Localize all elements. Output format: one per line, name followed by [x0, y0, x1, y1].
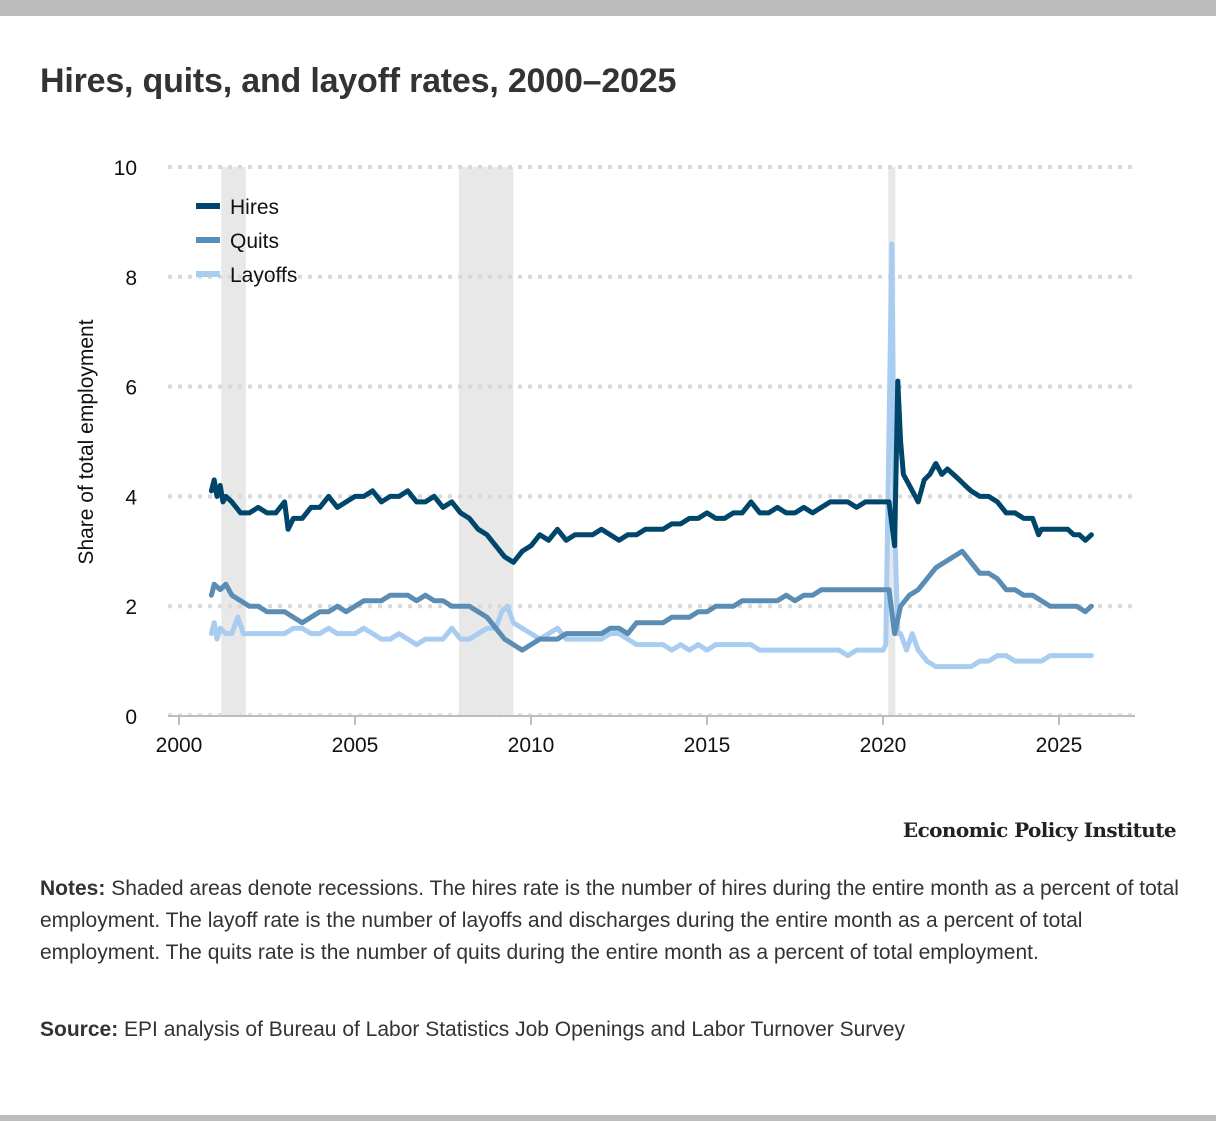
- x-tick-label: 2015: [684, 734, 731, 757]
- source: Source: EPI analysis of Bureau of Labor …: [40, 1014, 1180, 1046]
- bottom-border: [0, 1115, 1216, 1121]
- legend-label-layoffs: Layoffs: [230, 264, 297, 287]
- recession-band: [458, 167, 514, 716]
- series-line-quits: [208, 548, 1094, 653]
- source-text: EPI analysis of Bureau of Labor Statisti…: [124, 1018, 905, 1041]
- x-axis: 2000 2005 2010 2015 2020 2025: [156, 713, 1135, 757]
- legend-label-hires: Hires: [230, 196, 279, 219]
- top-border: [0, 0, 1216, 16]
- notes-label: Notes:: [40, 877, 106, 900]
- notes: Notes: Shaded areas denote recessions. T…: [40, 873, 1180, 969]
- y-axis: 0 2 4 6 8 10: [114, 157, 138, 729]
- x-tick-label: 2025: [1036, 734, 1083, 757]
- x-tick-label: 2020: [860, 734, 907, 757]
- line-chart: 2000 2005 2010 2015 2020 2025 0 2 4 6 8 10 Share o…: [75, 157, 1135, 757]
- legend-label-quits: Quits: [230, 230, 279, 253]
- y-tick-label: 0: [125, 706, 137, 729]
- y-axis-label: Share of total employment: [75, 319, 98, 564]
- legend-swatch-layoffs: [196, 271, 220, 277]
- brand-logo: Economic Policy Institute: [902, 818, 1177, 842]
- source-label: Source:: [40, 1018, 119, 1041]
- notes-text: Shaded areas denote recessions. The hire…: [40, 877, 1179, 964]
- legend: Hires Quits Layoffs: [196, 196, 297, 287]
- y-tick-label: 2: [125, 596, 137, 619]
- gridlines: [168, 165, 1135, 609]
- y-tick-label: 8: [125, 267, 137, 290]
- x-tick-label: 2005: [332, 734, 379, 757]
- x-tick-label: 2010: [508, 734, 555, 757]
- series-line-layoffs: [208, 241, 1094, 670]
- x-tick-label: 2000: [156, 734, 203, 757]
- series-line-hires: [208, 378, 1094, 565]
- legend-swatch-quits: [196, 237, 220, 243]
- y-tick-label: 6: [125, 377, 137, 400]
- series-lines: [208, 241, 1094, 670]
- y-tick-label: 4: [125, 486, 137, 509]
- y-tick-label: 10: [114, 157, 137, 180]
- chart-title: Hires, quits, and layoff rates, 2000–202…: [40, 62, 677, 100]
- legend-swatch-hires: [196, 203, 220, 209]
